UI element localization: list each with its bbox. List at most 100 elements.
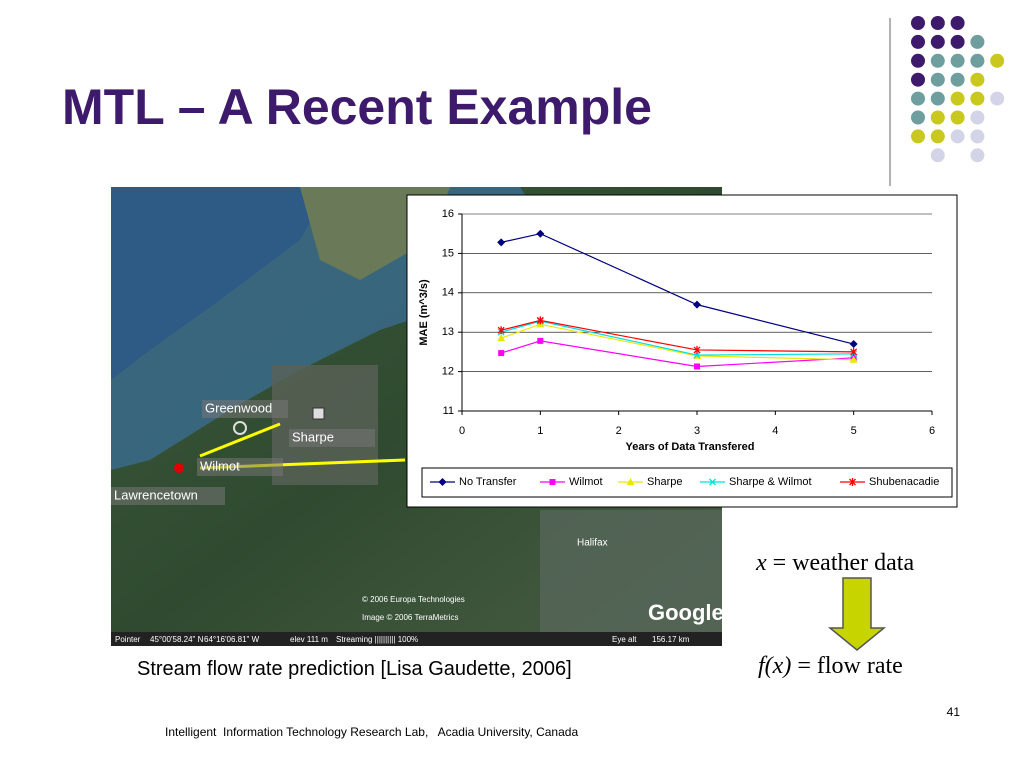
down-arrow bbox=[827, 577, 887, 651]
map-tile bbox=[272, 365, 378, 485]
x-tick-label: 3 bbox=[694, 425, 700, 437]
decoration-dots bbox=[911, 16, 1005, 163]
equation-output: f(x) = flow rate bbox=[758, 653, 903, 679]
marker bbox=[693, 345, 701, 354]
map-label: Greenwood bbox=[205, 400, 272, 415]
series-line bbox=[501, 319, 854, 353]
dot bbox=[930, 129, 945, 144]
x-tick-label: 2 bbox=[616, 425, 622, 437]
status-text: Eye alt bbox=[612, 635, 637, 644]
y-tick-label: 11 bbox=[443, 405, 454, 417]
y-axis-label: MAE (m^3/s) bbox=[418, 279, 430, 346]
status-text: 64°16'06.81" W bbox=[204, 635, 260, 644]
dot bbox=[970, 129, 985, 144]
marker bbox=[849, 478, 856, 486]
map-label: Sharpe bbox=[292, 429, 334, 444]
dot bbox=[930, 53, 945, 68]
equation-input: x = weather data bbox=[755, 550, 914, 576]
marker bbox=[497, 238, 506, 247]
x-tick-label: 6 bbox=[929, 425, 935, 437]
map-water bbox=[111, 187, 330, 380]
marker bbox=[536, 316, 544, 325]
map-logo: Google bbox=[648, 600, 724, 625]
map-label: Wilmot bbox=[200, 458, 240, 473]
marker bbox=[536, 229, 545, 238]
status-text: elev 111 m bbox=[290, 635, 328, 644]
legend-label: No Transfer bbox=[459, 476, 517, 488]
status-text: 45°00'58.24" N bbox=[150, 635, 204, 644]
dot bbox=[911, 91, 925, 106]
y-tick-label: 14 bbox=[442, 287, 454, 299]
dot bbox=[911, 129, 925, 144]
label-bg bbox=[111, 487, 225, 505]
status-text: Pointer bbox=[115, 635, 141, 644]
dot bbox=[950, 129, 965, 144]
dot bbox=[970, 34, 985, 49]
map-label: Halifax bbox=[577, 538, 608, 549]
dot bbox=[911, 53, 925, 68]
dot bbox=[930, 34, 945, 49]
dot bbox=[911, 110, 925, 125]
dot bbox=[950, 72, 965, 87]
legend-label: Wilmot bbox=[569, 476, 603, 488]
dot bbox=[930, 16, 945, 30]
dot bbox=[970, 148, 985, 163]
series-line bbox=[500, 323, 854, 361]
caption: Stream flow rate prediction [Lisa Gaudet… bbox=[137, 658, 572, 680]
dot bbox=[950, 53, 965, 68]
label-bg bbox=[289, 429, 375, 447]
dot bbox=[911, 34, 925, 49]
status-text: Streaming |||||||||| 100% bbox=[336, 635, 418, 644]
dot bbox=[911, 72, 925, 87]
x-tick-label: 1 bbox=[537, 425, 543, 437]
label-bg bbox=[197, 458, 283, 476]
marker bbox=[497, 326, 505, 335]
y-tick-label: 15 bbox=[442, 247, 454, 259]
x-tick-label: 4 bbox=[772, 425, 778, 437]
y-tick-label: 13 bbox=[442, 326, 454, 338]
location-marker bbox=[233, 421, 247, 435]
marker bbox=[694, 363, 700, 370]
status-text: 156.17 km bbox=[652, 635, 690, 644]
x-axis-label: Years of Data Transfered bbox=[625, 441, 754, 453]
legend-label: Sharpe bbox=[647, 476, 682, 488]
marker bbox=[849, 355, 858, 363]
series-line bbox=[500, 340, 854, 368]
marker bbox=[693, 351, 701, 359]
series-line bbox=[501, 320, 854, 356]
legend-label: Shubenacadie bbox=[869, 476, 939, 488]
dot bbox=[970, 91, 985, 106]
dot bbox=[990, 53, 1005, 68]
chart-frame bbox=[406, 194, 958, 508]
marker bbox=[693, 300, 701, 309]
arrow bbox=[199, 422, 281, 458]
dot bbox=[930, 110, 945, 125]
map-label: Lawrencetown bbox=[114, 487, 198, 502]
y-tick-label: 16 bbox=[442, 208, 454, 220]
marker bbox=[549, 479, 556, 485]
dot bbox=[930, 148, 945, 163]
copyright: Image © 2006 TerraMetrics bbox=[362, 613, 458, 622]
footer: Intelligent Information Technology Resea… bbox=[165, 725, 578, 739]
variable: x bbox=[755, 550, 767, 576]
marker bbox=[849, 340, 858, 349]
slide-title: MTL – A Recent Example bbox=[62, 79, 652, 135]
function: f(x) bbox=[758, 653, 791, 679]
marker bbox=[497, 334, 506, 342]
dot bbox=[950, 91, 965, 106]
location-marker bbox=[174, 463, 184, 473]
dot bbox=[930, 91, 945, 106]
dot bbox=[950, 34, 965, 49]
y-tick-label: 12 bbox=[442, 366, 454, 378]
marker bbox=[709, 478, 716, 486]
page-number: 41 bbox=[947, 705, 961, 719]
series-line bbox=[501, 233, 854, 345]
x-tick-label: 5 bbox=[851, 425, 857, 437]
equation-text: = weather data bbox=[767, 550, 915, 576]
location-marker bbox=[312, 407, 325, 420]
label-bg bbox=[202, 400, 288, 418]
equation-text: = flow rate bbox=[791, 653, 903, 679]
marker bbox=[850, 347, 858, 356]
dot bbox=[990, 91, 1005, 106]
